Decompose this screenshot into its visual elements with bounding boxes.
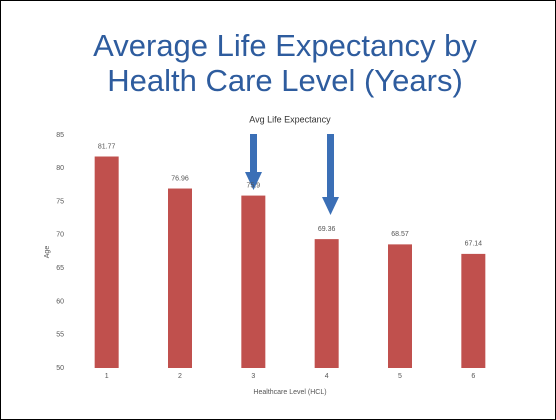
x-tick-label: 5: [398, 373, 402, 380]
arrow-head: [322, 197, 339, 215]
bar: [241, 195, 266, 368]
x-tick-label: 4: [325, 373, 329, 380]
y-tick-label: 60: [56, 298, 64, 305]
bar: [388, 244, 412, 368]
slide-title-line: Health Care Level (Years): [107, 63, 463, 98]
bar: [461, 253, 486, 368]
y-axis-label: Age: [44, 246, 51, 259]
x-axis-label: Healthcare Level (HCL): [253, 389, 326, 396]
y-tick-label: 70: [56, 232, 64, 239]
y-tick-label: 85: [56, 132, 64, 139]
y-tick-label: 55: [56, 332, 64, 339]
y-tick-label: 75: [56, 198, 64, 205]
y-tick-label: 50: [56, 365, 64, 372]
data-label: 67.14: [465, 241, 483, 248]
arrows: [245, 134, 339, 215]
x-tick-label: 3: [251, 373, 255, 380]
arrow-shaft: [327, 134, 334, 199]
data-label: 76.96: [171, 175, 189, 182]
bar: [94, 156, 119, 368]
y-tick-label: 65: [56, 265, 64, 272]
data-label: 68.57: [391, 231, 409, 238]
data-label: 69.36: [318, 226, 336, 233]
x-tick-label: 1: [105, 373, 109, 380]
x-tick-label: 6: [471, 373, 475, 380]
y-tick-label: 80: [56, 165, 64, 172]
bar: [168, 188, 192, 368]
chart-title: Avg Life Expectancy: [249, 114, 331, 124]
bar: [314, 239, 339, 368]
arrow-shaft: [250, 134, 257, 174]
arrow-head: [245, 172, 262, 190]
data-label: 75.9: [247, 182, 261, 189]
data-label: 81.77: [98, 143, 116, 150]
x-tick-label: 2: [178, 373, 182, 380]
slide-title-line: Average Life Expectancy by: [93, 28, 477, 63]
